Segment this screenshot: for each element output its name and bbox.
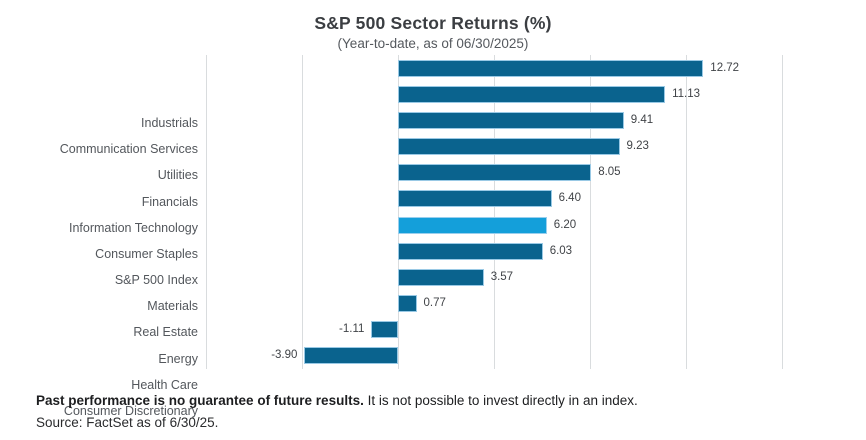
disclaimer-rest-text: It is not possible to invest directly in… (363, 393, 638, 408)
bar-communication-services (398, 85, 666, 103)
value-label: -1.11 (339, 323, 365, 336)
value-label: 6.20 (553, 218, 577, 231)
value-label: 9.41 (630, 113, 654, 126)
bar-industrials (398, 59, 704, 77)
bar-energy (398, 295, 417, 313)
category-label: Energy (158, 351, 198, 366)
bar-information-technology (398, 164, 592, 182)
value-label: 3.57 (490, 270, 514, 283)
bar-real-estate (398, 268, 484, 286)
bar-health-care (371, 321, 398, 339)
disclaimer-bold-text: Past performance is no guarantee of futu… (36, 393, 364, 408)
plot-area: 12.72 11.13 9.41 9.23 8.05 6.40 6.20 6.03 3.57 0.… (206, 55, 800, 369)
chart-subtitle: (Year-to-date, as of 06/30/2025) (337, 36, 529, 51)
bar-materials (398, 242, 543, 260)
category-label: Health Care (131, 377, 198, 392)
category-label: Real Estate (133, 325, 198, 340)
gridline-x--4 (302, 55, 303, 369)
bar-chart: 12.72 11.13 9.41 9.23 8.05 6.40 6.20 6.03 3.57 0.… (0, 55, 866, 418)
category-label: Utilities (157, 168, 198, 183)
gridline-x-8 (590, 55, 591, 369)
gridline-x-0 (398, 55, 399, 369)
category-label: S&P 500 Index (114, 273, 198, 287)
bar-utilities (398, 111, 624, 129)
value-label: 12.72 (710, 61, 740, 74)
disclaimer-text: Past performance is no guarantee of futu… (36, 393, 638, 408)
category-label: Materials (147, 299, 198, 314)
value-label: 8.05 (598, 166, 621, 179)
category-label: Consumer Discretionary (63, 403, 198, 418)
category-label: Financials (141, 194, 198, 209)
gridline-x--8 (206, 55, 207, 369)
gridline-x-4 (494, 55, 495, 369)
category-label: Consumer Staples (95, 246, 198, 261)
gridline-x-16 (782, 55, 783, 369)
gridline-x-12 (686, 55, 687, 369)
bar-financials (398, 138, 620, 156)
bar-consumer-staples (398, 190, 552, 208)
chart-title: S&P 500 Sector Returns (%) (314, 13, 552, 33)
value-label: 9.23 (626, 140, 649, 153)
category-label: Information Technology (68, 220, 198, 235)
value-label: 6.40 (558, 192, 581, 205)
value-label: 11.13 (672, 87, 701, 100)
value-label: -3.90 (271, 349, 298, 362)
bar-consumer-discretionary (304, 347, 398, 365)
category-label: Industrials (141, 116, 198, 130)
value-label: 6.03 (549, 244, 573, 257)
bar-s-p-500-index (398, 216, 547, 234)
category-label: Communication Services (59, 142, 198, 157)
source-text: Source: FactSet as of 6/30/25. (36, 415, 219, 430)
value-label: 0.77 (423, 297, 446, 310)
